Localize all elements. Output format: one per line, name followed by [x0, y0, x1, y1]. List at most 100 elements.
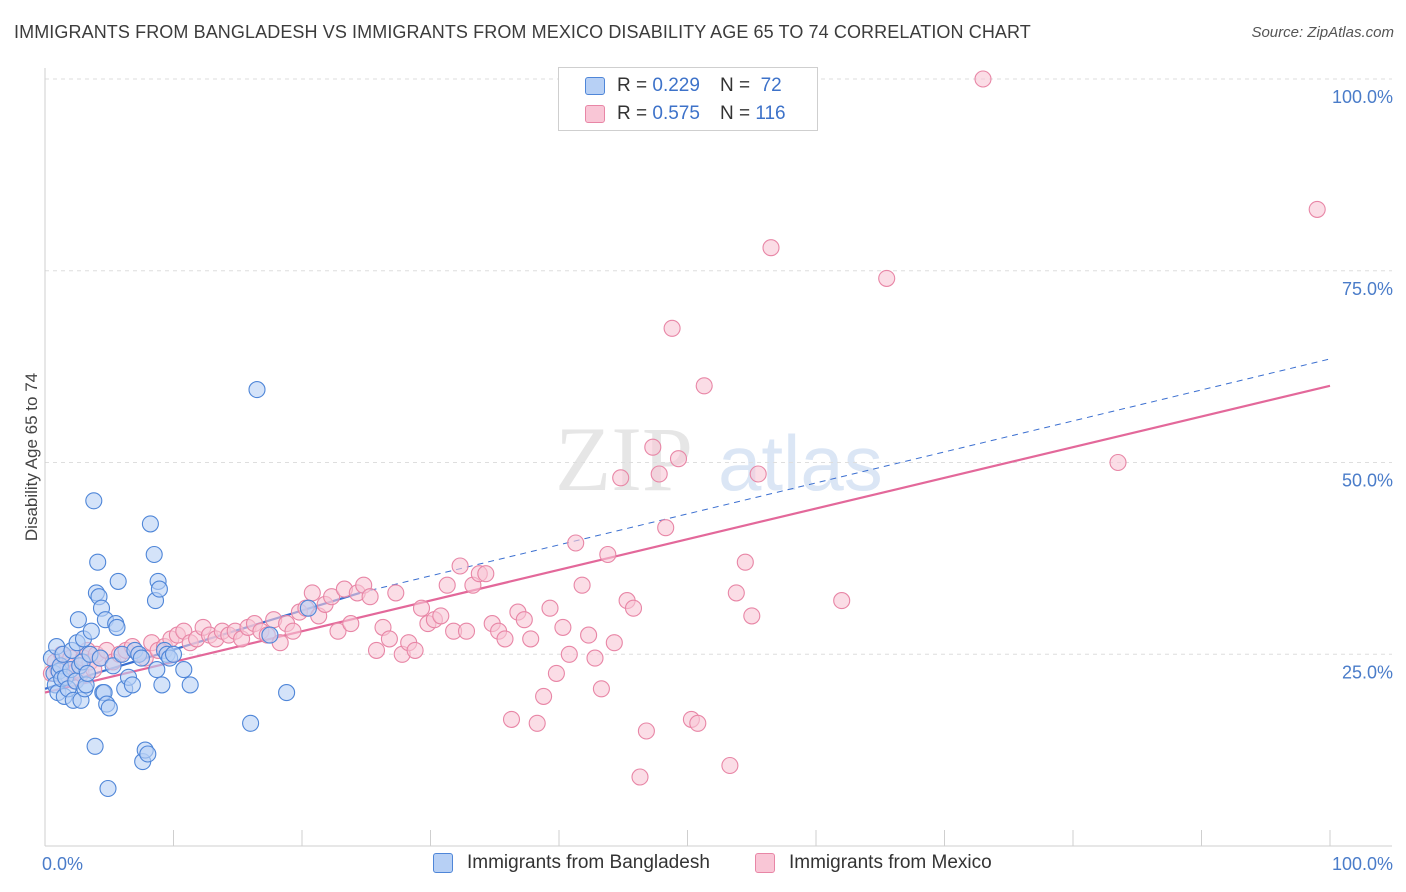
legend-r-label: R = [617, 103, 648, 124]
mexico-point [721, 756, 739, 775]
mexico-point [878, 269, 896, 287]
bottom-legend-label-bangladesh: Immigrants from Bangladesh [467, 852, 710, 873]
legend-n-label: N = [719, 103, 751, 124]
mexico-point [412, 599, 431, 617]
mexico-point [329, 622, 347, 640]
bangladesh-point [123, 676, 141, 694]
bangladesh-point [104, 657, 122, 675]
x-tick-label: 0.0% [42, 854, 83, 874]
legend-swatch-bangladesh [585, 77, 605, 95]
chart-title: IMMIGRANTS FROM BANGLADESH VS IMMIGRANTS… [14, 22, 1031, 42]
mexico-point [1109, 453, 1127, 472]
mexico-point [361, 588, 379, 606]
bottom-legend-bangladesh: Immigrants from Bangladesh [433, 852, 710, 874]
legend-n-label: N = [719, 75, 751, 96]
bangladesh-point [89, 553, 107, 571]
mexico-point [573, 576, 591, 594]
mexico-point [1308, 200, 1326, 218]
mexico-point [515, 611, 533, 629]
bangladesh-point [242, 714, 260, 732]
bangladesh-point [132, 649, 150, 667]
mexico-point [631, 768, 649, 786]
bottom-legend-label-mexico: Immigrants from Mexico [789, 852, 992, 873]
mexico-point [387, 584, 405, 602]
mexico-point [367, 641, 386, 659]
mexico-point [727, 584, 745, 602]
bangladesh-point [148, 661, 166, 679]
bangladesh-point [145, 545, 163, 564]
bangladesh-point [141, 515, 159, 533]
y-tick-label: 100.0% [1332, 87, 1393, 107]
mexico-point [624, 599, 643, 617]
bottom-legend-swatch-mexico [755, 853, 775, 873]
mexico-point [743, 607, 761, 625]
tick-labels: 25.0% 50.0% 75.0% 100.0% 0.0% 100.0% [42, 87, 1393, 874]
bangladesh-point [278, 684, 296, 702]
mexico-trend-line [44, 384, 1331, 694]
mexico-point [380, 630, 398, 648]
bangladesh-point [139, 745, 157, 763]
mexico-point [749, 465, 767, 483]
mexico-point [560, 645, 578, 663]
bangladesh-point [91, 649, 109, 667]
mexico-point [974, 70, 992, 88]
mexico-point [586, 649, 604, 667]
grid [45, 78, 1392, 655]
source-credit: Source: ZipAtlas.com [1251, 24, 1394, 41]
legend-row-bangladesh: R = 0.229 N = 72 [585, 74, 782, 98]
bottom-legend-mexico: Immigrants from Mexico [755, 852, 992, 874]
mexico-point [762, 239, 780, 257]
bangladesh-point [99, 779, 117, 798]
mexico-point [580, 626, 598, 644]
legend-r-label: R = [617, 75, 648, 96]
legend-r-value: 0.229 [652, 75, 700, 96]
bangladesh-point [109, 572, 127, 590]
mexico-point [535, 687, 553, 705]
bangladesh-point [85, 492, 103, 510]
mexico-point [477, 565, 495, 583]
data-points [42, 70, 1326, 798]
bangladesh-point [82, 622, 100, 640]
x-tick-label: 100.0% [1332, 854, 1393, 874]
y-tick-label: 25.0% [1342, 662, 1393, 682]
mexico-point [605, 634, 623, 652]
mexico-point [599, 545, 617, 564]
mexico-point [457, 622, 476, 640]
legend-n-value: 116 [755, 103, 786, 124]
bangladesh-point [78, 664, 96, 682]
bangladesh-point [108, 618, 126, 636]
mexico-point [612, 469, 630, 487]
mexico-point [663, 319, 681, 337]
mexico-point [592, 680, 610, 698]
mexico-point [541, 599, 559, 617]
mexico-point [669, 450, 688, 468]
bangladesh-point [153, 676, 171, 694]
mexico-point [284, 622, 302, 640]
bangladesh-point [261, 626, 279, 644]
bangladesh-trend-extension [359, 358, 1331, 594]
axes [44, 68, 1392, 847]
legend-n-value: 72 [760, 75, 782, 96]
legend-r-value: 0.575 [652, 103, 700, 124]
bangladesh-point [248, 381, 266, 399]
bangladesh-point [69, 611, 87, 629]
mexico-point [736, 553, 754, 571]
mexico-point [432, 607, 450, 625]
mexico-point [644, 438, 662, 456]
bangladesh-point [299, 599, 317, 617]
mexico-point [547, 664, 565, 682]
y-axis-label: Disability Age 65 to 74 [22, 373, 41, 541]
bangladesh-point [175, 661, 193, 679]
y-tick-label: 75.0% [1342, 279, 1393, 299]
mexico-point [833, 592, 851, 610]
mexico-point [451, 557, 469, 575]
mexico-point [637, 722, 655, 740]
correlation-legend: R = 0.229 N = 72 R = 0.575 N = 116 [558, 67, 818, 131]
mexico-point [695, 377, 713, 395]
mexico-point [657, 519, 675, 537]
y-tick-label: 50.0% [1342, 471, 1393, 491]
bangladesh-point [86, 737, 104, 755]
bottom-legend-swatch-bangladesh [433, 853, 453, 873]
mexico-point [522, 630, 540, 648]
